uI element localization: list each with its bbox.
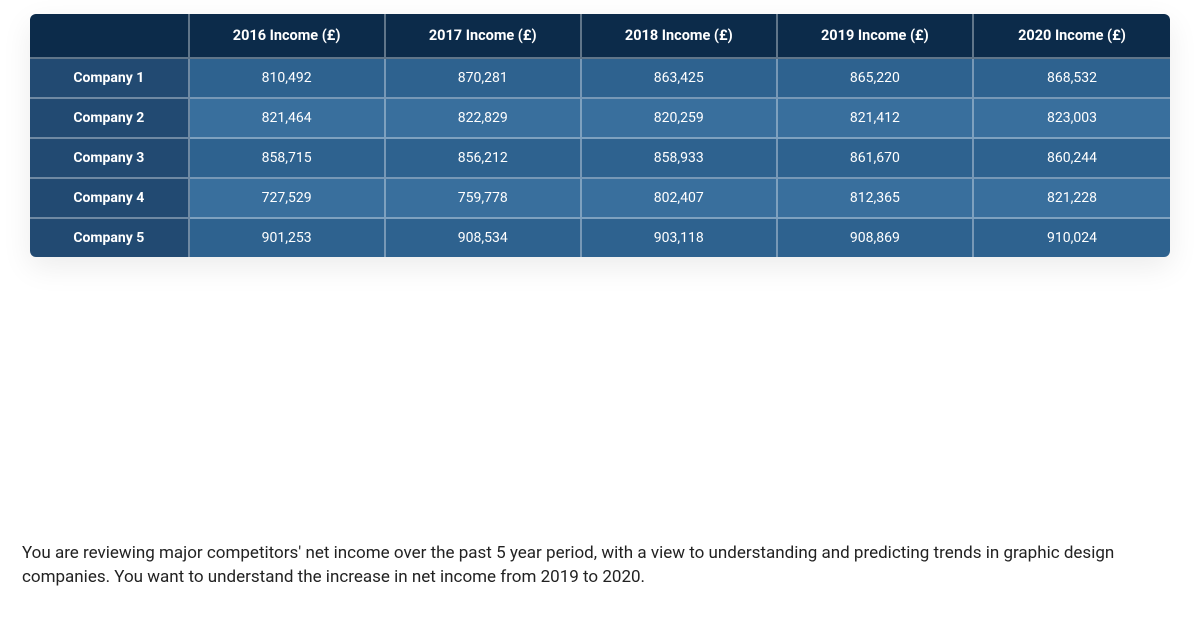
column-header: 2020 Income (£) bbox=[974, 14, 1170, 59]
data-cell: 865,220 bbox=[778, 59, 974, 99]
data-cell: 860,244 bbox=[974, 139, 1170, 179]
column-header: 2016 Income (£) bbox=[190, 14, 386, 59]
data-cell: 823,003 bbox=[974, 99, 1170, 139]
data-cell: 759,778 bbox=[386, 179, 582, 219]
data-cell: 727,529 bbox=[190, 179, 386, 219]
row-label: Company 2 bbox=[30, 99, 190, 139]
column-header: 2017 Income (£) bbox=[386, 14, 582, 59]
data-cell: 821,228 bbox=[974, 179, 1170, 219]
column-header: 2019 Income (£) bbox=[778, 14, 974, 59]
row-label: Company 3 bbox=[30, 139, 190, 179]
table-header-row: 2016 Income (£)2017 Income (£)2018 Incom… bbox=[30, 14, 1170, 59]
table-row: Company 5901,253908,534903,118908,869910… bbox=[30, 219, 1170, 257]
data-cell: 861,670 bbox=[778, 139, 974, 179]
data-cell: 802,407 bbox=[582, 179, 778, 219]
data-cell: 910,024 bbox=[974, 219, 1170, 257]
data-cell: 858,715 bbox=[190, 139, 386, 179]
data-cell: 903,118 bbox=[582, 219, 778, 257]
data-cell: 908,534 bbox=[386, 219, 582, 257]
data-cell: 901,253 bbox=[190, 219, 386, 257]
table-row: Company 1810,492870,281863,425865,220868… bbox=[30, 59, 1170, 99]
row-label: Company 5 bbox=[30, 219, 190, 257]
table-row: Company 4727,529759,778802,407812,365821… bbox=[30, 179, 1170, 219]
table-row: Company 3858,715856,212858,933861,670860… bbox=[30, 139, 1170, 179]
data-cell: 908,869 bbox=[778, 219, 974, 257]
table-row: Company 2821,464822,829820,259821,412823… bbox=[30, 99, 1170, 139]
data-cell: 868,532 bbox=[974, 59, 1170, 99]
row-label: Company 1 bbox=[30, 59, 190, 99]
row-label: Company 4 bbox=[30, 179, 190, 219]
data-cell: 821,464 bbox=[190, 99, 386, 139]
data-cell: 821,412 bbox=[778, 99, 974, 139]
data-cell: 810,492 bbox=[190, 59, 386, 99]
caption-text: You are reviewing major competitors' net… bbox=[22, 541, 1178, 590]
table-corner-cell bbox=[30, 14, 190, 59]
income-table: 2016 Income (£)2017 Income (£)2018 Incom… bbox=[30, 14, 1170, 257]
data-cell: 856,212 bbox=[386, 139, 582, 179]
data-cell: 858,933 bbox=[582, 139, 778, 179]
income-table-container: 2016 Income (£)2017 Income (£)2018 Incom… bbox=[0, 0, 1200, 257]
data-cell: 812,365 bbox=[778, 179, 974, 219]
data-cell: 820,259 bbox=[582, 99, 778, 139]
data-cell: 863,425 bbox=[582, 59, 778, 99]
data-cell: 870,281 bbox=[386, 59, 582, 99]
column-header: 2018 Income (£) bbox=[582, 14, 778, 59]
data-cell: 822,829 bbox=[386, 99, 582, 139]
